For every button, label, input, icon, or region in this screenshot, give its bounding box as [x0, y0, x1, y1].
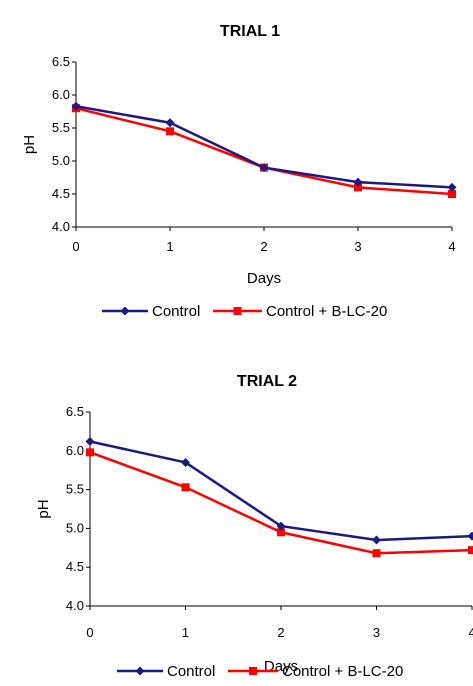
- legend-swatch-marker: [135, 666, 145, 676]
- data-point: [181, 483, 190, 492]
- chart-2: TRIAL 24.04.55.05.56.06.50 1 2 3 4pHDaysCont…: [35, 373, 473, 680]
- data-point: [181, 457, 190, 467]
- x-tick-label: 3: [354, 239, 361, 254]
- legend-label: Control + B-LC-20: [282, 663, 403, 680]
- data-point: [276, 521, 286, 531]
- chart-title: TRIAL 1: [220, 23, 280, 40]
- x-tick-label: 1: [166, 239, 173, 254]
- legend-swatch-marker: [233, 307, 242, 315]
- x-axis-label: Days: [247, 270, 281, 287]
- data-point: [372, 535, 381, 545]
- data-point: [447, 182, 457, 192]
- x-tick-label: 1: [182, 625, 189, 640]
- y-tick-label: 5.0: [52, 153, 70, 168]
- data-point: [354, 183, 362, 192]
- chart-1: TRIAL 1 4.0 4.5 5.0 5.5 6.0 6.5 0 1 2 3 4 pH Days Cont…: [21, 23, 457, 320]
- data-point: [259, 163, 269, 173]
- legend-label: Control: [152, 303, 200, 320]
- data-point: [467, 531, 473, 541]
- y-tick-label: 6.0: [52, 87, 70, 102]
- data-point: [372, 549, 381, 558]
- data-point: [353, 177, 363, 187]
- data-point: [86, 448, 94, 457]
- x-tick-label: 4: [448, 239, 455, 254]
- y-tick-label: 5.5: [66, 482, 84, 497]
- y-tick-label: 5.5: [52, 120, 70, 135]
- y-tick-label: 5.0: [66, 520, 84, 535]
- series-line-control-blc20: [75, 106, 453, 196]
- x-tick-label: 0: [72, 239, 79, 254]
- x-tick-label: 2: [260, 239, 267, 254]
- x-tick-label: 0: [86, 625, 93, 640]
- x-tick-label: 3: [373, 625, 380, 640]
- data-point: [448, 190, 456, 198]
- y-axis-label: pH: [21, 135, 38, 154]
- y-tick-label: 6.0: [66, 443, 84, 458]
- series-line-control: [75, 104, 453, 189]
- data-point: [468, 546, 473, 555]
- x-tick-label: 4: [468, 625, 473, 640]
- y-tick-label: 4.0: [66, 598, 84, 613]
- y-tick-label: 6.5: [66, 404, 84, 419]
- legend-swatch-marker: [120, 306, 130, 316]
- chart-title: TRIAL 2: [237, 373, 297, 390]
- data-point: [277, 528, 285, 537]
- y-tick-label: 6.5: [52, 54, 70, 69]
- data-point: [166, 127, 174, 136]
- y-tick-label: 4.5: [52, 186, 70, 201]
- legend-label: Control + B-LC-20: [266, 303, 387, 320]
- data-point: [71, 101, 81, 111]
- data-point: [165, 118, 175, 128]
- legend-label: Control: [167, 663, 215, 680]
- y-tick-label: 4.0: [52, 219, 70, 234]
- y-tick-label: 4.5: [66, 559, 84, 574]
- data-point: [85, 436, 95, 446]
- y-axis-label: pH: [35, 499, 52, 518]
- x-tick-label: 2: [277, 625, 284, 640]
- legend-swatch-marker: [249, 667, 257, 675]
